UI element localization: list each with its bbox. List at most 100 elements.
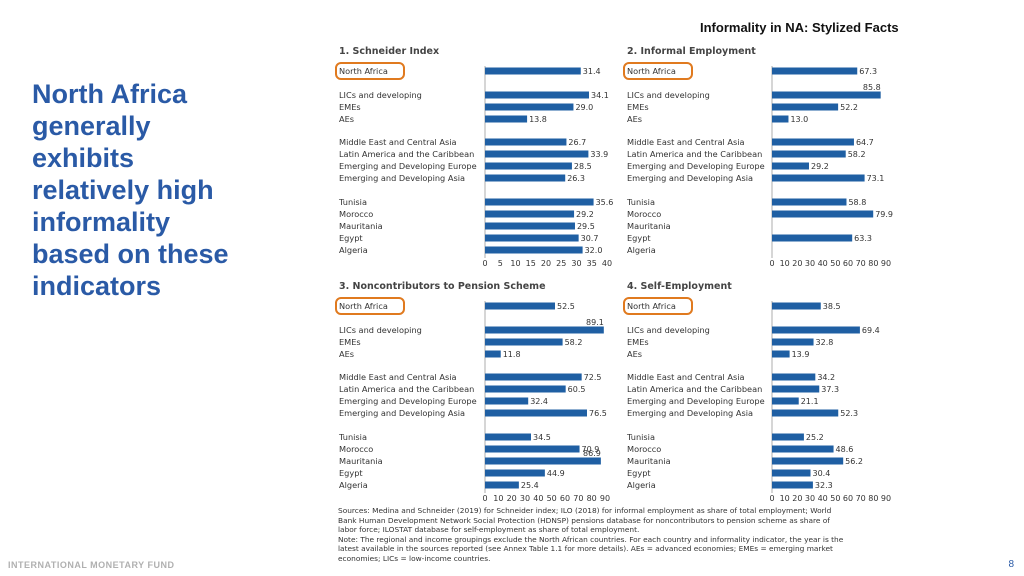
headline-line: based on these (32, 239, 229, 269)
x-tick-label: 40 (533, 494, 543, 503)
data-label: 11.8 (503, 350, 521, 359)
data-label: 25.2 (806, 433, 824, 442)
category-label: Egypt (339, 233, 363, 243)
bar (485, 162, 572, 170)
category-label: Morocco (339, 209, 374, 219)
bar (772, 210, 874, 218)
data-label: 32.3 (815, 481, 833, 490)
bar (485, 457, 601, 465)
data-label: 33.9 (590, 150, 608, 159)
data-label: 52.2 (840, 103, 858, 112)
data-label: 34.2 (817, 373, 835, 382)
bar (485, 433, 531, 441)
x-tick-label: 80 (587, 494, 597, 503)
bar (772, 469, 811, 477)
x-tick-label: 90 (881, 259, 891, 268)
data-label: 72.5 (584, 373, 602, 382)
category-label: North Africa (627, 301, 676, 311)
headline-line: exhibits (32, 143, 135, 173)
x-tick-label: 80 (868, 259, 878, 268)
x-tick-label: 40 (818, 494, 828, 503)
category-label: Emerging and Developing Asia (627, 408, 754, 418)
x-tick-label: 30 (805, 494, 815, 503)
bar (485, 138, 567, 146)
data-label: 28.5 (574, 162, 592, 171)
data-label: 31.4 (583, 67, 601, 76)
note-line: Sources: Medina and Schneider (2019) for… (338, 506, 832, 515)
category-label: Middle East and Central Asia (627, 372, 745, 382)
chart-title: 2. Informal Employment (627, 46, 756, 57)
category-label: EMEs (339, 102, 361, 112)
category-label: Egypt (627, 233, 651, 243)
category-label: Egypt (627, 468, 651, 478)
x-tick-label: 90 (600, 494, 610, 503)
x-tick-label: 0 (482, 259, 487, 268)
x-tick-label: 20 (541, 259, 551, 268)
x-tick-label: 30 (520, 494, 530, 503)
bar (485, 481, 519, 489)
bar (772, 409, 839, 417)
bar (485, 198, 594, 206)
x-tick-label: 10 (493, 494, 503, 503)
category-label: Morocco (339, 444, 374, 454)
category-label: AEs (339, 349, 355, 359)
bar (485, 210, 575, 218)
bar-chart: 67.3 85.8 52.2 13.0 64.7 58.2 29.2 73.1 58.8 79.9… (769, 66, 893, 268)
category-label: Latin America and the Caribbean (339, 384, 475, 394)
data-label: 86.9 (583, 449, 601, 458)
data-label: 29.5 (577, 222, 595, 231)
north-africa-highlight (335, 297, 405, 315)
bar (485, 409, 587, 417)
category-label: Latin America and the Caribbean (339, 149, 475, 159)
data-label: 25.4 (521, 481, 539, 490)
x-tick-label: 40 (602, 259, 612, 268)
data-label: 13.0 (790, 115, 808, 124)
bar-chart: 38.5 69.4 32.8 13.9 34.2 37.321.1 52.3 25.2 48.6… (769, 301, 891, 503)
data-label: 29.2 (811, 162, 829, 171)
bar-chart: 52.5 89.1 58.2 11.8 72.5 60.5 32.4 76.5 34.5 70.9… (482, 301, 610, 503)
bar (485, 445, 580, 453)
x-tick-label: 70 (856, 494, 866, 503)
bar (485, 302, 555, 310)
note-line: latest available in the sources reported… (338, 544, 833, 554)
bar (485, 234, 579, 242)
headline-line: generally (32, 111, 151, 141)
data-label: 52.5 (557, 302, 575, 311)
headline: North Africa generally exhibits relative… (32, 78, 302, 302)
x-tick-label: 30 (571, 259, 581, 268)
category-label: Mauritania (339, 221, 383, 231)
category-label: Algeria (339, 480, 368, 490)
category-label: Egypt (339, 468, 363, 478)
north-africa-highlight (335, 62, 405, 80)
data-label: 30.4 (813, 469, 831, 478)
note-line: economies; LICs = low-income countries. (338, 553, 491, 563)
headline-line: indicators (32, 271, 162, 301)
bar (772, 326, 860, 334)
bar (772, 433, 804, 441)
category-label: Algeria (339, 245, 368, 255)
bar (772, 198, 847, 206)
bar (772, 174, 865, 182)
data-label: 29.2 (576, 210, 594, 219)
bar (772, 338, 814, 346)
bar (485, 350, 501, 358)
bar (772, 103, 839, 111)
category-label: Emerging and Developing Europe (339, 161, 477, 171)
category-label: EMEs (339, 337, 361, 347)
x-tick-label: 60 (560, 494, 570, 503)
chart-title: 3. Noncontributors to Pension Scheme (339, 281, 546, 292)
bar (772, 115, 789, 123)
data-label: 64.7 (856, 138, 874, 147)
bar (485, 174, 566, 182)
bar (772, 385, 820, 393)
data-label: 79.9 (875, 210, 893, 219)
bar (772, 162, 809, 170)
data-label: 56.2 (845, 457, 863, 466)
data-label: 85.8 (863, 83, 881, 92)
category-label: LICs and developing (627, 325, 710, 335)
x-tick-label: 25 (556, 259, 566, 268)
bar (772, 302, 821, 310)
bar (485, 469, 545, 477)
x-tick-label: 15 (526, 259, 536, 268)
data-label: 35.6 (596, 198, 614, 207)
